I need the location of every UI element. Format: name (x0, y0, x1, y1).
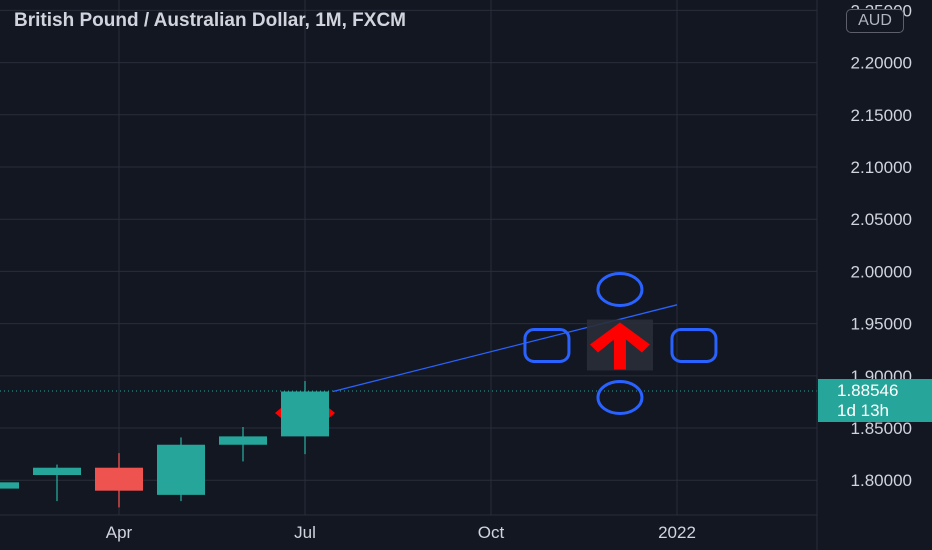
resize-handle-bottom[interactable] (596, 379, 644, 415)
resize-handle-top[interactable] (596, 271, 644, 307)
symbol-title: British Pound / Australian Dollar, 1M, F… (14, 10, 407, 31)
y-tick-label: 2.05000 (851, 210, 912, 229)
last-price-value: 1.88546 (837, 381, 899, 400)
resize-handle-right[interactable] (670, 327, 718, 363)
candle-up (157, 444, 205, 495)
y-tick-label: 2.20000 (851, 54, 912, 73)
y-tick-label: 2.10000 (851, 158, 912, 177)
arrow-up-icon[interactable] (589, 322, 650, 370)
candle-down (95, 467, 143, 491)
axes: 1.800001.850001.900001.950002.000002.050… (0, 0, 912, 550)
marker-right (329, 408, 335, 419)
drawings (275, 271, 718, 419)
x-tick-label: Oct (478, 523, 505, 542)
x-tick-label: Jul (294, 523, 316, 542)
y-tick-label: 1.80000 (851, 471, 912, 490)
candle-up (0, 482, 19, 489)
grid-lines (0, 0, 817, 515)
currency-badge[interactable]: AUD (846, 9, 904, 33)
x-tick-label: 2022 (658, 523, 696, 542)
candle-up (33, 467, 81, 476)
y-tick-label: 2.15000 (851, 106, 912, 125)
last-price-label: 1.88546 1d 13h (818, 379, 932, 422)
bar-countdown: 1d 13h (837, 401, 889, 420)
candle-up (281, 391, 329, 437)
y-tick-label: 1.85000 (851, 419, 912, 438)
y-tick-label: 2.00000 (851, 262, 912, 281)
candle-up (219, 436, 267, 445)
marker-left (275, 408, 281, 419)
x-tick-label: Apr (106, 523, 133, 542)
y-tick-label: 1.95000 (851, 315, 912, 334)
trend-line[interactable] (332, 304, 678, 393)
resize-handle-left[interactable] (523, 327, 571, 363)
candles (0, 381, 329, 508)
